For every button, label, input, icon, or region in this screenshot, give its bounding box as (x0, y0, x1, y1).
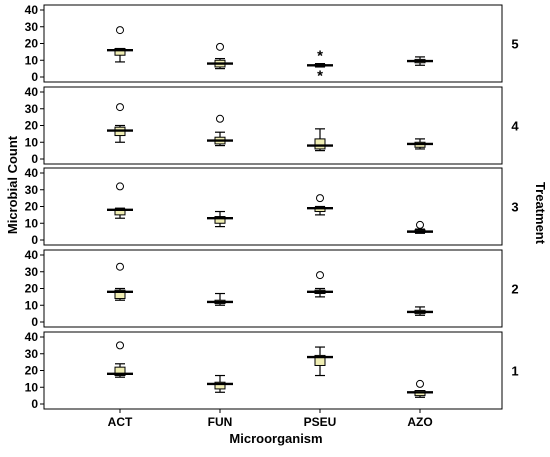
box-act (107, 26, 133, 63)
box-fun (207, 210, 233, 228)
box-fun (207, 114, 233, 147)
box-act (107, 262, 133, 301)
y-tick-label: 40 (25, 3, 39, 17)
panel-treatment-4: 0 10 20 30 40 4 (25, 85, 520, 166)
extreme-outlier-star: * (317, 48, 323, 65)
y-tick-label: 0 (31, 152, 38, 166)
x-category-label: ACT (108, 415, 133, 429)
outlier-circle (216, 42, 224, 51)
iqr-box (314, 354, 326, 366)
y-tick-label: 40 (25, 248, 39, 262)
y-tick-label: 20 (25, 364, 39, 378)
outlier-circle (116, 341, 124, 350)
box-pseu (307, 271, 333, 298)
box-act (107, 182, 133, 219)
box-azo (407, 220, 433, 234)
y-tick-label: 10 (25, 298, 39, 312)
outlier-circle (216, 114, 224, 123)
y-tick-label: 40 (25, 330, 39, 344)
y-tick-label: 20 (25, 282, 39, 296)
x-category-label: PSEU (304, 415, 337, 429)
outlier-circle (316, 194, 324, 203)
panel-frame (43, 331, 503, 410)
treatment-label: 4 (511, 119, 519, 134)
y-tick-label: 40 (25, 85, 39, 99)
y-tick-label: 30 (25, 183, 39, 197)
box-pseu: ** (307, 48, 333, 85)
facet-axis-title: Treatment (533, 182, 548, 245)
y-tick-label: 10 (25, 135, 39, 149)
panel-treatment-1: 0 10 20 30 40 1 (25, 330, 519, 411)
box-fun (207, 374, 233, 393)
y-tick-label: 40 (25, 166, 39, 180)
box-azo (407, 56, 433, 66)
extreme-outlier-star: * (317, 68, 323, 85)
panel-frame (43, 249, 503, 328)
iqr-box (214, 216, 226, 224)
outlier-circle (116, 182, 124, 191)
iqr-box (314, 138, 326, 150)
treatment-label: 2 (511, 282, 518, 297)
box-act (107, 341, 133, 378)
box-azo (407, 138, 433, 150)
box-azo (407, 306, 433, 316)
outlier-circle (416, 220, 424, 229)
y-tick-label: 20 (25, 119, 39, 133)
iqr-box (214, 381, 226, 390)
x-axis-title: Microorganism (229, 431, 322, 446)
y-tick-label: 10 (25, 53, 39, 67)
x-axis-categories: ACT FUN PSEU AZO (108, 409, 433, 429)
y-tick-label: 0 (31, 233, 38, 247)
y-tick-label: 0 (31, 397, 38, 411)
iqr-box (114, 289, 126, 300)
y-tick-label: 10 (25, 380, 39, 394)
box-fun (207, 292, 233, 306)
treatment-label: 5 (511, 37, 518, 52)
panel-frame (43, 4, 503, 83)
y-tick-label: 20 (25, 200, 39, 214)
panel-treatment-3: 0 10 20 30 40 3 (25, 166, 519, 247)
box-pseu (307, 194, 333, 216)
outlier-circle (416, 379, 424, 388)
panel-frame (43, 167, 503, 246)
chart-panels: 0102030405**0102030404010203040301020304… (25, 3, 520, 411)
iqr-box (114, 48, 126, 56)
panel-treatment-2: 0 10 20 30 40 2 (25, 248, 519, 329)
box-fun (207, 42, 233, 70)
y-tick-label: 20 (25, 37, 39, 51)
outlier-circle (116, 103, 124, 112)
y-tick-label: 0 (31, 70, 38, 84)
outlier-circle (116, 262, 124, 271)
y-tick-label: 30 (25, 347, 39, 361)
iqr-box (114, 366, 126, 377)
y-axis-title: Microbial Count (5, 135, 20, 234)
x-category-label: AZO (407, 415, 432, 429)
box-pseu (307, 346, 333, 377)
x-category-label: FUN (208, 415, 233, 429)
y-tick-label: 30 (25, 20, 39, 34)
treatment-label: 3 (511, 200, 518, 215)
outlier-circle (316, 271, 324, 280)
outlier-circle (116, 26, 124, 35)
y-tick-label: 30 (25, 265, 39, 279)
panel-frame (43, 86, 503, 165)
box-pseu (307, 128, 333, 152)
box-azo (407, 379, 433, 398)
y-tick-label: 0 (31, 315, 38, 329)
y-tick-label: 30 (25, 102, 39, 116)
y-tick-label: 10 (25, 216, 39, 230)
treatment-label: 1 (511, 364, 518, 379)
box-act (107, 103, 133, 143)
